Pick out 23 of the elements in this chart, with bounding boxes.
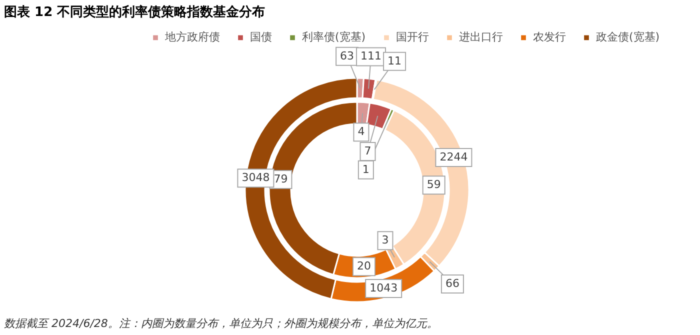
legend-label: 国债: [250, 30, 272, 44]
legend-label: 农发行: [533, 30, 566, 44]
legend-label: 进出口行: [459, 30, 503, 44]
data-label: 79: [274, 172, 288, 186]
data-label: 20: [356, 260, 371, 273]
data-label: 111: [360, 50, 382, 63]
data-label: 1: [362, 162, 370, 176]
legend-label: 政金债(宽基): [596, 30, 660, 44]
data-label: 7: [364, 144, 372, 158]
data-label: 3: [382, 234, 389, 247]
data-label: 2244: [440, 150, 468, 164]
data-label: 63: [340, 49, 354, 62]
data-label: 11: [388, 54, 402, 68]
data-label: 4: [358, 125, 365, 138]
legend-label: 地方政府债: [164, 30, 220, 44]
data-label: 66: [445, 277, 460, 290]
data-label: 3048: [242, 171, 270, 184]
text: 数据截至 2024/6/28。注：内圈为数量分布，单位为只；外圈为规模分布，单位为亿元。: [4, 317, 438, 330]
legend-label: 国开行: [396, 30, 429, 44]
data-label: 59: [426, 178, 441, 192]
legend-label: 利率债(宽基): [302, 30, 366, 44]
data-label: 1043: [370, 281, 398, 294]
chart-title: 图表 12 不同类型的利率债策略指数基金分布: [4, 4, 266, 20]
